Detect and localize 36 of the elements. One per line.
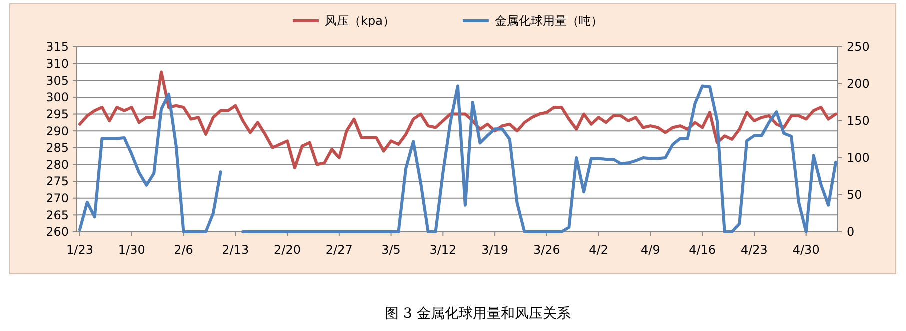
y2-tick-label: 100 bbox=[847, 151, 870, 166]
y-tick-label: 285 bbox=[46, 141, 69, 156]
x-tick-label: 2/6 bbox=[174, 243, 194, 257]
x-tick-label: 3/26 bbox=[533, 243, 560, 257]
text: 图 3 金属化球用量和风压关系 bbox=[385, 306, 571, 322]
y2-tick-label: 50 bbox=[847, 188, 862, 202]
x-tick-label: 4/23 bbox=[740, 243, 768, 257]
y-tick-label: 260 bbox=[46, 225, 69, 240]
y-tick-label: 300 bbox=[46, 90, 69, 105]
y2-tick-label: 200 bbox=[847, 77, 870, 92]
y-tick-label: 275 bbox=[46, 174, 69, 189]
x-tick-label: 4/2 bbox=[589, 243, 608, 257]
y2-tick-label: 250 bbox=[847, 40, 870, 54]
x-tick-label: 4/16 bbox=[689, 243, 716, 257]
x-tick-label: 3/19 bbox=[482, 243, 509, 257]
legend-label: 风压（kpa） bbox=[325, 14, 395, 28]
x-tick-label: 2/13 bbox=[222, 243, 250, 257]
y-tick-label: 305 bbox=[46, 74, 69, 88]
legend-label: 金属化球用量（吨） bbox=[495, 14, 603, 28]
y-tick-label: 310 bbox=[46, 57, 69, 72]
y-tick-label: 270 bbox=[46, 192, 69, 206]
x-tick-label: 1/23 bbox=[66, 243, 94, 257]
x-tick-label: 3/12 bbox=[430, 243, 457, 257]
y-tick-label: 265 bbox=[46, 208, 69, 222]
x-tick-label: 2/20 bbox=[274, 243, 302, 257]
x-tick-label: 4/30 bbox=[792, 243, 820, 257]
x-tick-label: 3/5 bbox=[382, 243, 401, 257]
y-tick-label: 315 bbox=[46, 40, 69, 54]
y-tick-label: 290 bbox=[46, 124, 69, 138]
y2-tick-label: 150 bbox=[847, 114, 870, 128]
x-tick-label: 2/27 bbox=[326, 243, 353, 257]
y-tick-label: 295 bbox=[46, 107, 69, 122]
x-tick-label: 1/30 bbox=[118, 243, 146, 257]
y-tick-label: 280 bbox=[46, 158, 69, 172]
x-tick-label: 4/9 bbox=[641, 243, 660, 257]
y2-tick-label: 0 bbox=[847, 225, 855, 240]
